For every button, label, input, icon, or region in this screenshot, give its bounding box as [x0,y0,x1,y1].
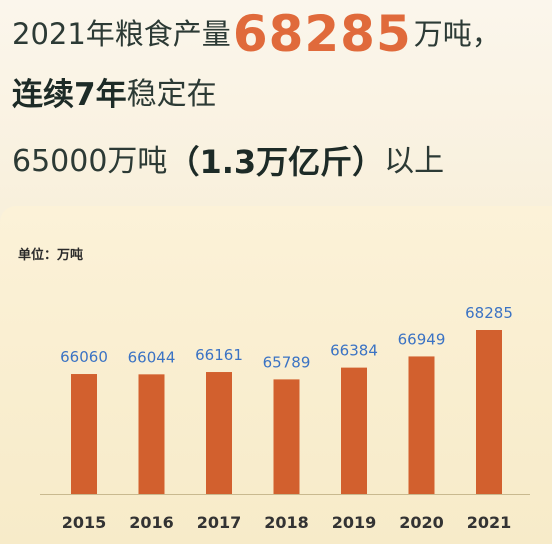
data-label-2020: 66949 [398,330,446,348]
headline-line2-bold: 连续7年 [12,76,127,113]
bar-2016 [138,374,165,494]
x-tick-2019: 2019 [332,513,377,532]
x-tick-2018: 2018 [264,513,309,532]
bar-2017 [206,372,232,494]
data-label-2015: 66060 [60,348,108,366]
x-tick-2020: 2020 [399,513,444,532]
headline-line3-prefix: 65000万吨 [12,144,168,179]
x-tick-2015: 2015 [62,513,107,532]
headline-line1-prefix: 2021年粮食产量 [12,16,231,51]
bar-2019 [341,367,367,494]
x-tick-2017: 2017 [197,513,242,532]
data-label-2019: 66384 [330,342,378,360]
x-tick-2021: 2021 [467,513,512,532]
headline-total-output: 68285 [232,5,412,63]
unit-label: 单位：万吨 [18,248,84,263]
x-tick-2016: 2016 [129,513,174,532]
data-label-2016: 66044 [128,348,176,366]
headline-line1-suffix: 万吨， [413,16,501,51]
bar-2020 [408,356,435,494]
headline-line2-rest: 稳定在 [126,77,217,112]
headline-line3-bold: （1.3万亿斤） [167,143,385,181]
headline-line-1: 2021年粮食产量 68285 万吨， [12,4,544,64]
headline-line-3: 65000万吨 （1.3万亿斤） 以上 [12,126,544,198]
bar-2021 [476,330,502,494]
headline: 2021年粮食产量 68285 万吨， 连续7年 稳定在 65000万吨 （1.… [12,4,544,198]
data-label-2018: 65789 [263,353,311,371]
headline-line-2: 连续7年 稳定在 [12,64,544,126]
data-label-2017: 66161 [195,346,243,364]
bar-2015 [71,374,97,494]
data-label-2021: 68285 [465,304,513,322]
headline-line3-suffix: 以上 [384,144,445,179]
bar-2018 [273,379,300,494]
